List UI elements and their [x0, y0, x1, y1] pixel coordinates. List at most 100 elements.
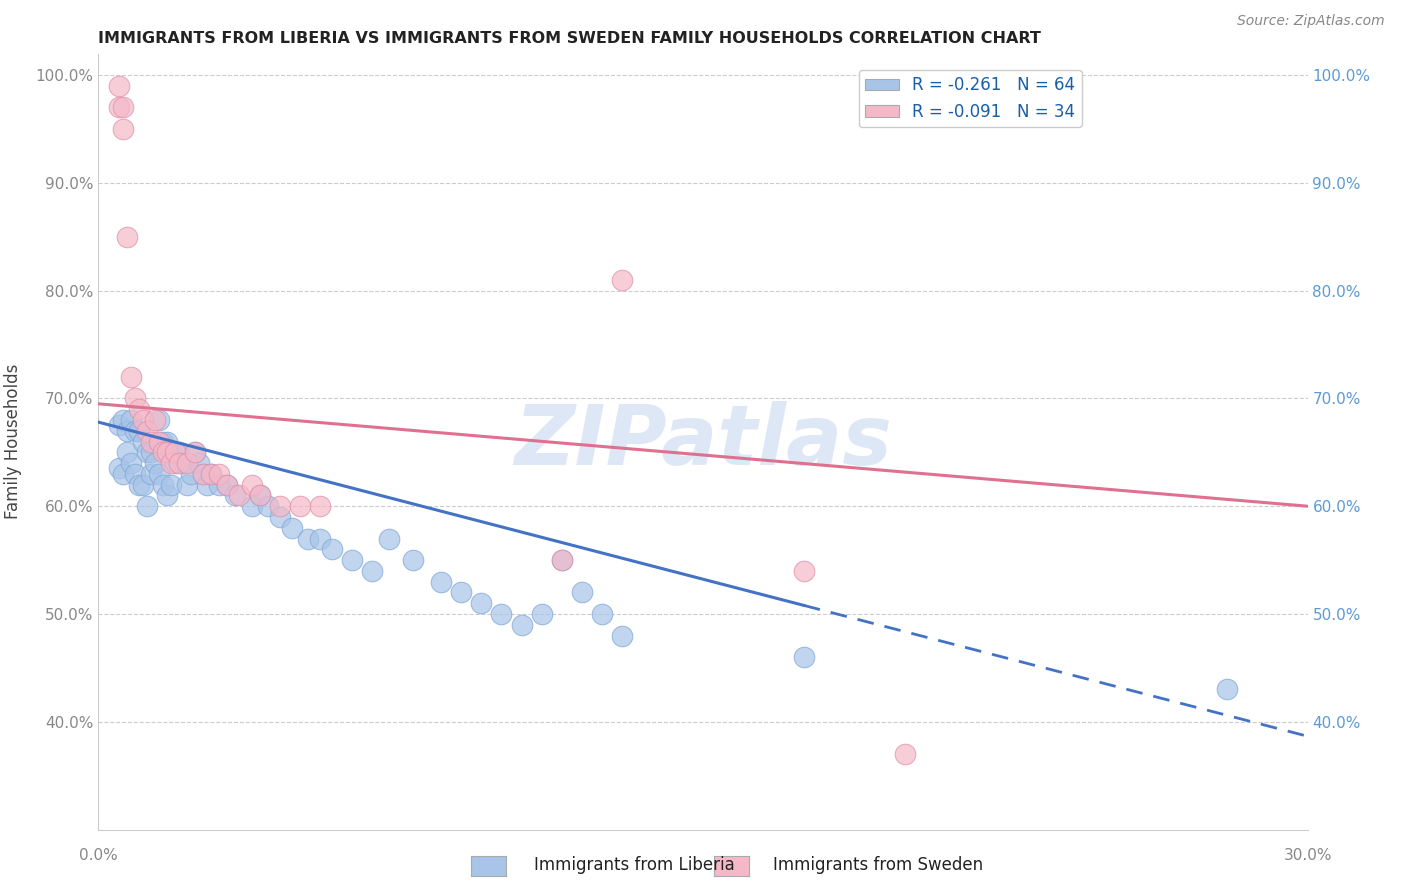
Text: Immigrants from Liberia: Immigrants from Liberia: [534, 855, 735, 873]
Point: [139, 434, 162, 449]
Point: [160, 445, 183, 459]
Text: Source: ZipAtlas.com: Source: ZipAtlas.com: [1237, 14, 1385, 28]
Point: [156, 445, 179, 459]
Text: Immigrants from Sweden: Immigrants from Sweden: [773, 855, 983, 873]
Point: [217, 477, 239, 491]
Point: [143, 413, 166, 427]
Point: [135, 500, 157, 514]
Point: [430, 574, 453, 589]
Text: 30.0%: 30.0%: [1284, 848, 1331, 863]
Point: [107, 461, 129, 475]
Point: [184, 445, 207, 459]
Point: [120, 413, 142, 427]
Point: [176, 477, 198, 491]
Point: [288, 500, 311, 514]
Point: [240, 477, 263, 491]
Point: [321, 542, 343, 557]
Point: [793, 650, 815, 665]
Text: 0.0%: 0.0%: [79, 848, 118, 863]
Point: [128, 424, 150, 438]
Point: [180, 467, 202, 481]
Point: [120, 456, 142, 470]
Point: [132, 413, 155, 427]
Point: [163, 456, 186, 470]
Point: [269, 510, 291, 524]
Point: [135, 445, 157, 459]
Point: [128, 402, 150, 417]
Point: [188, 456, 211, 470]
Point: [530, 607, 553, 621]
Point: [402, 553, 425, 567]
Point: [111, 100, 134, 114]
Point: [551, 553, 574, 567]
Point: [269, 500, 291, 514]
Point: [160, 477, 183, 491]
Point: [217, 477, 239, 491]
Point: [200, 467, 222, 481]
Point: [342, 553, 364, 567]
Point: [139, 467, 162, 481]
Point: [208, 467, 231, 481]
Point: [132, 434, 155, 449]
Point: [111, 467, 134, 481]
Point: [612, 629, 634, 643]
Point: [309, 532, 332, 546]
Point: [450, 585, 472, 599]
Point: [152, 477, 174, 491]
Point: [551, 553, 574, 567]
Point: [612, 273, 634, 287]
Point: [152, 445, 174, 459]
Point: [156, 488, 179, 502]
Point: [107, 418, 129, 433]
Point: [195, 477, 218, 491]
Point: [228, 488, 250, 502]
Point: [281, 521, 304, 535]
Point: [193, 467, 215, 481]
Text: IMMIGRANTS FROM LIBERIA VS IMMIGRANTS FROM SWEDEN FAMILY HOUSEHOLDS CORRELATION : IMMIGRANTS FROM LIBERIA VS IMMIGRANTS FR…: [98, 31, 1042, 46]
Point: [491, 607, 513, 621]
Legend: R = -0.261   N = 64, R = -0.091   N = 34: R = -0.261 N = 64, R = -0.091 N = 34: [859, 70, 1081, 128]
Point: [163, 445, 186, 459]
Point: [143, 456, 166, 470]
Point: [793, 564, 815, 578]
Point: [132, 477, 155, 491]
Point: [208, 477, 231, 491]
Point: [297, 532, 319, 546]
Point: [128, 477, 150, 491]
Point: [240, 500, 263, 514]
Point: [124, 467, 146, 481]
Point: [135, 424, 157, 438]
Point: [167, 456, 190, 470]
Point: [120, 370, 142, 384]
Point: [107, 100, 129, 114]
Point: [224, 488, 246, 502]
Y-axis label: Family Households: Family Households: [4, 364, 21, 519]
Point: [160, 456, 183, 470]
Point: [148, 413, 170, 427]
Point: [124, 424, 146, 438]
Point: [115, 229, 138, 244]
Point: [571, 585, 593, 599]
Point: [111, 122, 134, 136]
Point: [184, 445, 207, 459]
Point: [510, 617, 533, 632]
Point: [115, 424, 138, 438]
Point: [111, 413, 134, 427]
Point: [148, 434, 170, 449]
Point: [893, 747, 915, 761]
Point: [361, 564, 384, 578]
Point: [591, 607, 613, 621]
Point: [200, 467, 222, 481]
Point: [139, 445, 162, 459]
Point: [249, 488, 271, 502]
Point: [115, 445, 138, 459]
Point: [193, 467, 215, 481]
Point: [249, 488, 271, 502]
Point: [167, 445, 190, 459]
Point: [152, 434, 174, 449]
Point: [124, 392, 146, 406]
Point: [148, 467, 170, 481]
Point: [1216, 682, 1239, 697]
Point: [176, 456, 198, 470]
Point: [107, 78, 129, 93]
